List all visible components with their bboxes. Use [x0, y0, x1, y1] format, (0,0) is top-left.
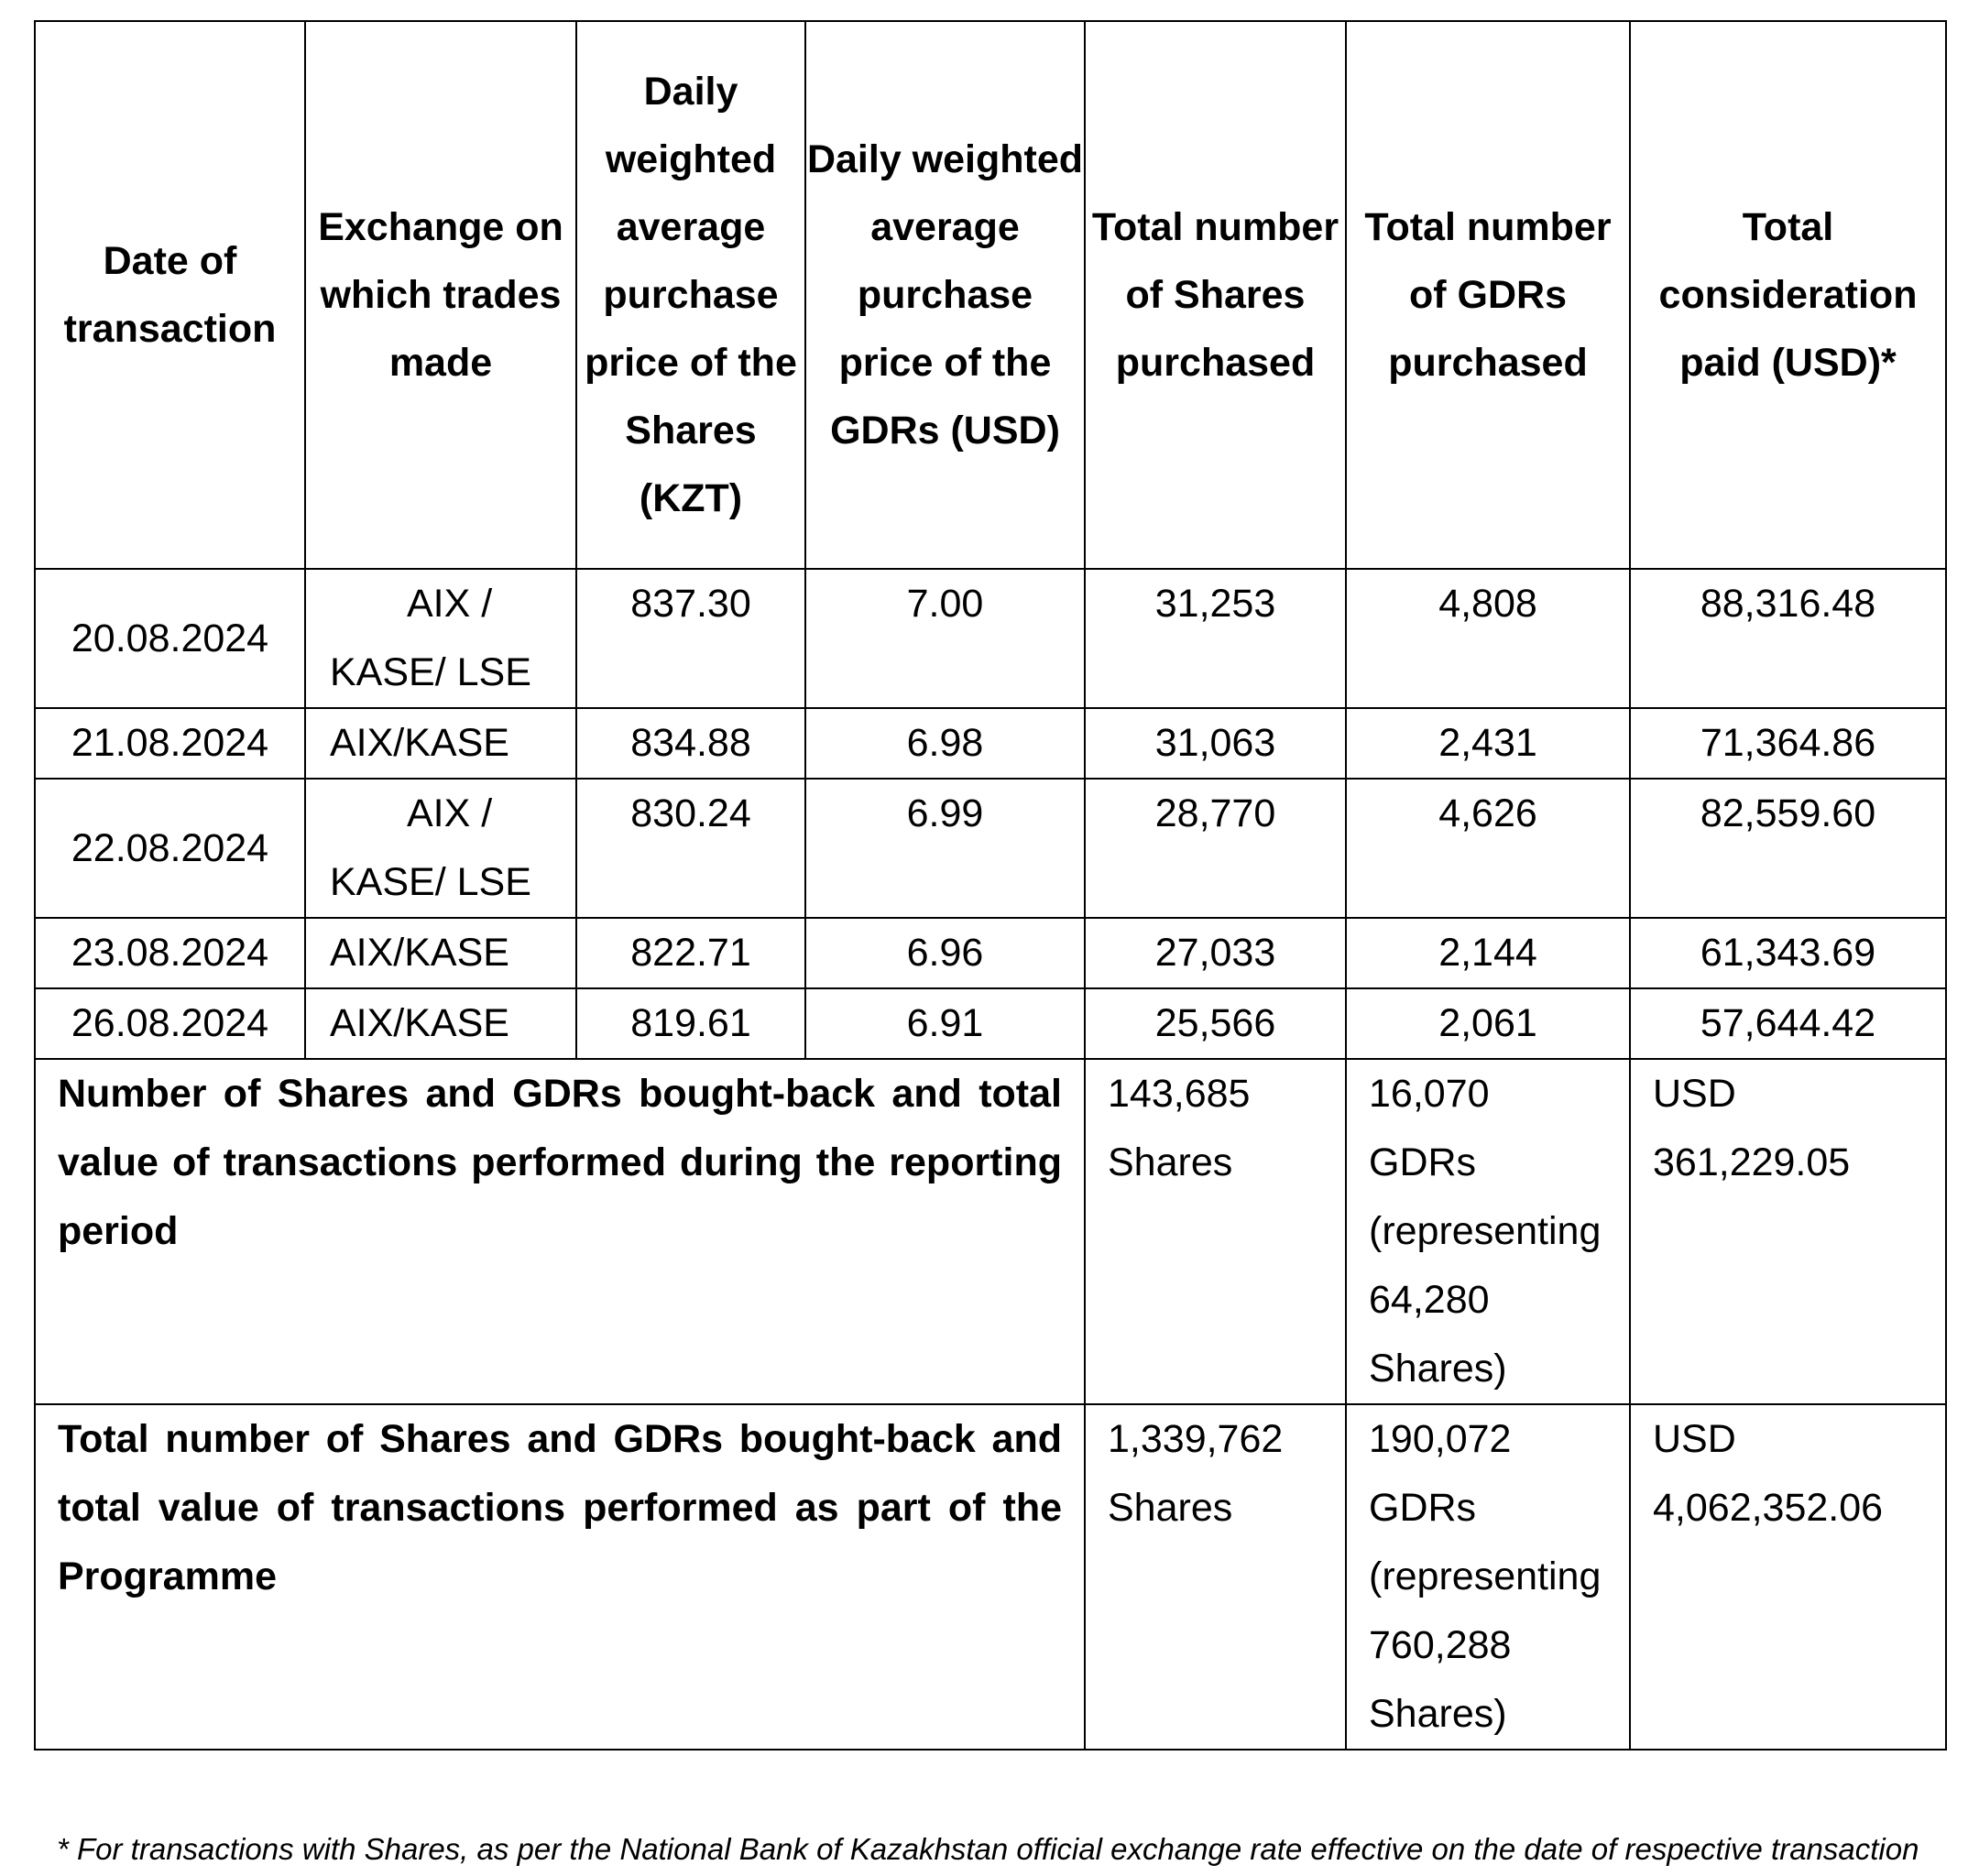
- header-consideration: Total consideration paid (USD)*: [1629, 20, 1947, 570]
- cell-date: 22.08.2024: [34, 778, 306, 919]
- cell-shares: 27,033: [1084, 917, 1347, 989]
- cell-exchange: AIX / KASE/ LSE: [304, 568, 577, 709]
- cell-shares: 31,253: [1084, 568, 1347, 709]
- summary-currency: USD: [1653, 1072, 1736, 1116]
- cell-exchange: AIX/KASE: [304, 917, 577, 989]
- cell-exchange-line2: KASE/ LSE: [330, 860, 531, 904]
- header-gdrs-purchased: Total number of GDRs purchased: [1345, 20, 1631, 570]
- summary-shares: 1,339,762 Shares: [1084, 1403, 1347, 1751]
- table-row: 26.08.2024 AIX/KASE 819.61 6.91 25,566 2…: [34, 987, 1947, 1060]
- cell-gdrs: 2,431: [1345, 707, 1631, 780]
- cell-consideration: 57,644.42: [1629, 987, 1947, 1060]
- table-row: 21.08.2024 AIX/KASE 834.88 6.98 31,063 2…: [34, 707, 1947, 780]
- buyback-table: Date of transaction Exchange on which tr…: [34, 20, 1947, 1751]
- cell-consideration: 71,364.86: [1629, 707, 1947, 780]
- summary-shares-number: 1,339,762: [1108, 1417, 1284, 1461]
- table-row: 23.08.2024 AIX/KASE 822.71 6.96 27,033 2…: [34, 917, 1947, 989]
- summary-shares-unit: Shares: [1108, 1486, 1233, 1530]
- cell-gdr-price: 6.99: [804, 778, 1086, 919]
- cell-consideration: 61,343.69: [1629, 917, 1947, 989]
- header-exchange: Exchange on which trades made: [304, 20, 577, 570]
- table-row: 22.08.2024 AIX / KASE/ LSE 830.24 6.99 2…: [34, 778, 1947, 919]
- cell-share-price: 834.88: [575, 707, 806, 780]
- header-gdr-price: Daily weighted average purchase price of…: [804, 20, 1086, 570]
- header-share-price: Daily weighted average purchase price of…: [575, 20, 806, 570]
- cell-share-price: 822.71: [575, 917, 806, 989]
- header-date: Date of transaction: [34, 20, 306, 570]
- cell-date: 20.08.2024: [34, 568, 306, 709]
- summary-label: Number of Shares and GDRs bought-back an…: [34, 1058, 1086, 1405]
- cell-gdrs: 2,061: [1345, 987, 1631, 1060]
- summary-gdrs: 16,070 GDRs (representing 64,280 Shares): [1345, 1058, 1631, 1405]
- cell-exchange-line2: KASE/ LSE: [330, 650, 531, 694]
- summary-gdrs-unit: GDRs: [1369, 1140, 1477, 1184]
- summary-gdrs-number: 190,072: [1369, 1417, 1512, 1461]
- summary-gdrs-rep-number: 760,288: [1369, 1623, 1512, 1667]
- cell-consideration: 82,559.60: [1629, 778, 1947, 919]
- cell-date: 21.08.2024: [34, 707, 306, 780]
- summary-gdrs-representing: (representing: [1369, 1554, 1602, 1598]
- summary-row-programme: Total number of Shares and GDRs bought-b…: [34, 1403, 1947, 1751]
- cell-gdrs: 4,808: [1345, 568, 1631, 709]
- summary-label: Total number of Shares and GDRs bought-b…: [34, 1403, 1086, 1751]
- summary-row-reporting-period: Number of Shares and GDRs bought-back an…: [34, 1058, 1947, 1405]
- summary-gdrs-rep-unit: Shares): [1369, 1692, 1507, 1736]
- cell-consideration: 88,316.48: [1629, 568, 1947, 709]
- cell-share-price: 830.24: [575, 778, 806, 919]
- summary-shares-number: 143,685: [1108, 1072, 1251, 1116]
- summary-gdrs-unit: GDRs: [1369, 1486, 1477, 1530]
- cell-shares: 31,063: [1084, 707, 1347, 780]
- cell-share-price: 837.30: [575, 568, 806, 709]
- cell-date: 23.08.2024: [34, 917, 306, 989]
- cell-gdr-price: 6.91: [804, 987, 1086, 1060]
- cell-gdr-price: 6.98: [804, 707, 1086, 780]
- cell-gdr-price: 7.00: [804, 568, 1086, 709]
- cell-exchange: AIX / KASE/ LSE: [304, 778, 577, 919]
- cell-exchange: AIX/KASE: [304, 707, 577, 780]
- cell-date: 26.08.2024: [34, 987, 306, 1060]
- summary-total: USD 361,229.05: [1629, 1058, 1947, 1405]
- summary-shares-unit: Shares: [1108, 1140, 1233, 1184]
- summary-total-value: 361,229.05: [1653, 1140, 1851, 1184]
- summary-total-value: 4,062,352.06: [1653, 1486, 1884, 1530]
- summary-gdrs-rep-unit: Shares): [1369, 1347, 1507, 1391]
- summary-total: USD 4,062,352.06: [1629, 1403, 1947, 1751]
- cell-gdr-price: 6.96: [804, 917, 1086, 989]
- cell-gdrs: 4,626: [1345, 778, 1631, 919]
- cell-exchange-line1: AIX /: [407, 791, 493, 835]
- cell-exchange: AIX/KASE: [304, 987, 577, 1060]
- header-shares-purchased: Total number of Shares purchased: [1084, 20, 1347, 570]
- cell-shares: 28,770: [1084, 778, 1347, 919]
- summary-currency: USD: [1653, 1417, 1736, 1461]
- summary-gdrs-rep-number: 64,280: [1369, 1278, 1490, 1322]
- summary-shares: 143,685 Shares: [1084, 1058, 1347, 1405]
- cell-shares: 25,566: [1084, 987, 1347, 1060]
- summary-gdrs-representing: (representing: [1369, 1209, 1602, 1253]
- cell-gdrs: 2,144: [1345, 917, 1631, 989]
- header-row: Date of transaction Exchange on which tr…: [34, 20, 1947, 570]
- summary-gdrs-number: 16,070: [1369, 1072, 1490, 1116]
- cell-exchange-line1: AIX /: [407, 582, 493, 626]
- table-row: 20.08.2024 AIX / KASE/ LSE 837.30 7.00 3…: [34, 568, 1947, 709]
- summary-gdrs: 190,072 GDRs (representing 760,288 Share…: [1345, 1403, 1631, 1751]
- footnote: * For transactions with Shares, as per t…: [57, 1832, 1919, 1866]
- cell-share-price: 819.61: [575, 987, 806, 1060]
